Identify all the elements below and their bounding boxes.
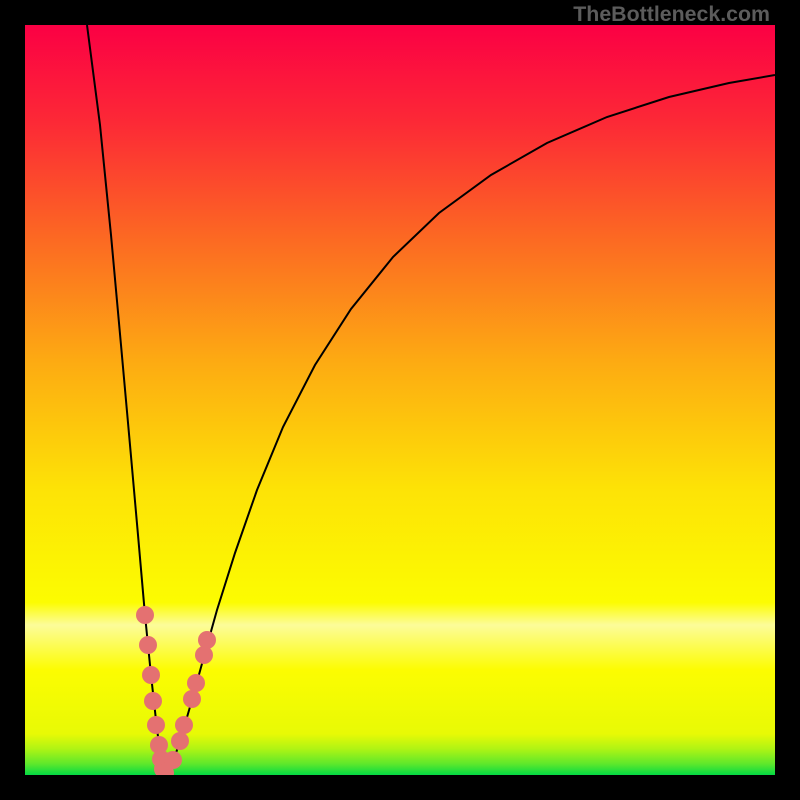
data-marker	[142, 666, 160, 684]
data-marker	[195, 646, 213, 664]
data-marker	[198, 631, 216, 649]
data-marker	[187, 674, 205, 692]
data-marker	[164, 751, 182, 769]
data-marker	[139, 636, 157, 654]
data-marker	[144, 692, 162, 710]
plot-area	[25, 25, 775, 775]
bottleneck-chart-svg	[25, 25, 775, 775]
data-marker	[183, 690, 201, 708]
data-marker	[175, 716, 193, 734]
gradient-background	[25, 25, 775, 775]
attribution-text: TheBottleneck.com	[573, 2, 770, 27]
data-marker	[136, 606, 154, 624]
data-marker	[171, 732, 189, 750]
chart-container: TheBottleneck.com	[0, 0, 800, 800]
data-marker	[147, 716, 165, 734]
